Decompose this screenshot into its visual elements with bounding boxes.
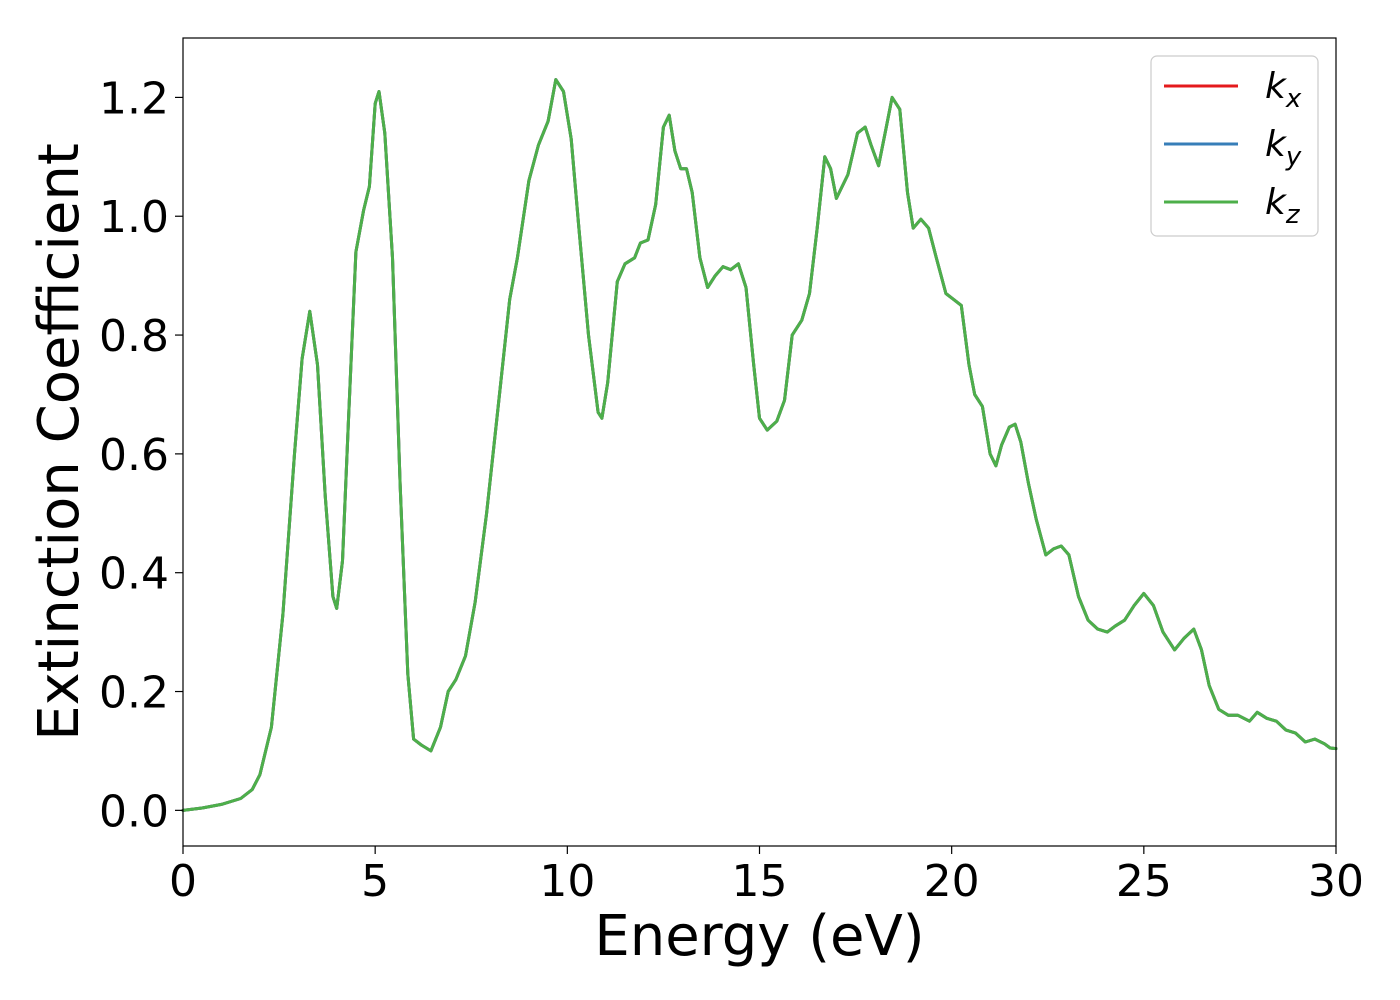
x-tick-label: 10 [539,856,595,907]
y-tick-label: 0.6 [99,430,169,481]
y-tick-label: 1.0 [99,192,169,243]
legend-box [1150,55,1319,237]
x-axis-label: Energy (eV) [594,904,924,969]
x-tick-label: 25 [1116,856,1172,907]
series-line-kz [181,78,1338,812]
x-axis: 0 5 10 15 20 25 30 [169,846,1364,907]
legend: kx ky kz [1150,55,1319,237]
legend-label-kz: kz [1265,182,1301,230]
y-tick-label: 0.0 [99,786,169,837]
legend-label-ky: ky [1265,124,1302,172]
y-tick-label: 1.2 [99,73,169,124]
x-tick-label: 15 [732,856,788,907]
y-tick-label: 0.8 [99,311,169,362]
y-tick-label: 0.4 [99,549,169,600]
y-axis: 0.0 0.2 0.4 0.6 0.8 1.0 1.2 [99,73,183,837]
y-tick-label: 0.2 [99,668,169,719]
x-tick-label: 5 [361,856,389,907]
y-axis-label: Extinction Coefficient [27,143,92,741]
series-layer [181,78,1338,812]
legend-label-kx: kx [1265,66,1302,114]
x-tick-label: 20 [924,856,980,907]
x-tick-label: 30 [1308,856,1364,907]
x-tick-label: 0 [169,856,197,907]
